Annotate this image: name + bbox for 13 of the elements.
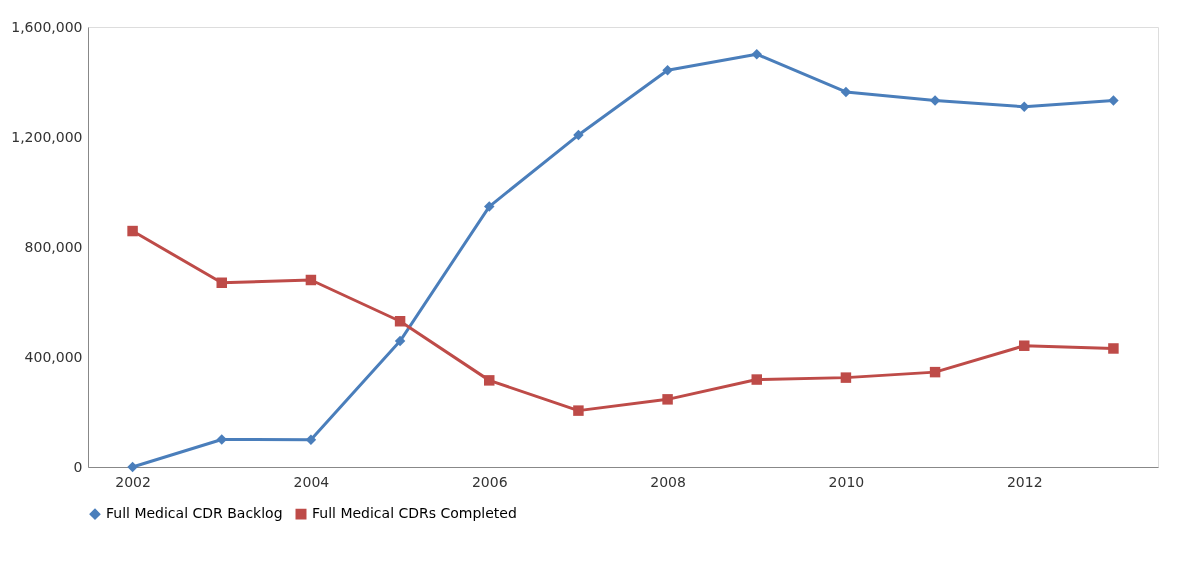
x-tick-label: 2008 — [650, 473, 686, 490]
legend-label: Full Medical CDR Backlog — [106, 505, 283, 522]
y-tick-label: 800,000 — [24, 238, 83, 255]
legend-label: Full Medical CDRs Completed — [312, 505, 517, 522]
y-tick-label: 400,000 — [24, 348, 83, 365]
x-tick-label: 2004 — [293, 473, 330, 490]
x-tick-label: 2002 — [115, 473, 151, 490]
x-tick-label: 2012 — [1006, 473, 1043, 490]
x-tick-label: 2010 — [828, 473, 865, 490]
y-tick-label: 1,600,000 — [11, 18, 83, 35]
y-tick-label: 1,200,000 — [11, 128, 83, 145]
y-tick-label: 0 — [73, 458, 83, 475]
x-tick-label: 2006 — [471, 473, 508, 490]
